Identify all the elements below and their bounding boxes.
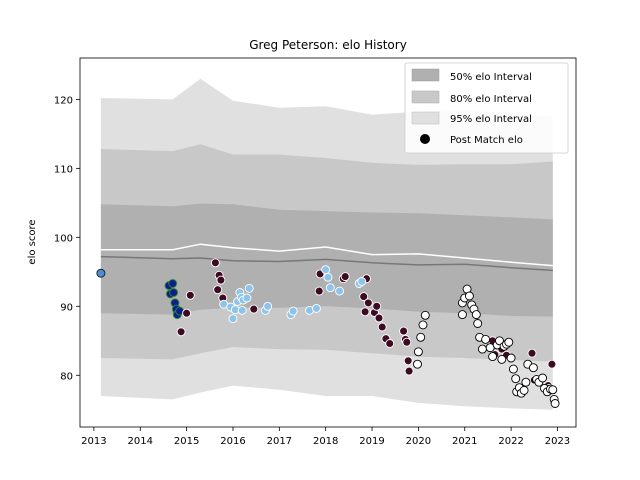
elo-point (527, 348, 537, 358)
elo-point (413, 347, 423, 357)
elo-point (506, 353, 516, 363)
center-lines (100, 243, 553, 272)
elo-point (168, 279, 178, 288)
elo-point (504, 337, 514, 347)
legend-label-post-match: Post Match elo (450, 135, 523, 146)
y-tick-label: 110 (54, 164, 73, 175)
elo-point (477, 344, 487, 354)
elo-point (511, 374, 521, 384)
elo-point (385, 339, 395, 348)
elo-point (508, 364, 518, 374)
y-tick-label: 100 (54, 233, 73, 244)
x-tick-label: 2019 (359, 436, 384, 447)
elo-point (185, 290, 195, 300)
elo-point (418, 320, 428, 330)
y-tick-label: 90 (60, 302, 73, 313)
x-tick-label: 2014 (128, 436, 153, 447)
elo-point (473, 319, 483, 328)
elo-point (213, 285, 223, 295)
elo-point (521, 377, 531, 387)
elo-point (288, 306, 298, 316)
elo-point (249, 304, 259, 314)
elo-point (311, 303, 321, 313)
x-tick-label: 2016 (220, 436, 245, 447)
elo-point (325, 283, 335, 293)
legend-swatch-50 (411, 68, 440, 82)
x-tick-label: 2021 (452, 436, 477, 447)
plot-area (96, 78, 560, 410)
x-tick-label: 2018 (313, 436, 338, 447)
elo-point (377, 322, 387, 332)
elo-point (519, 385, 529, 395)
elo-point (497, 354, 507, 364)
x-tick-label: 2013 (81, 436, 106, 447)
elo-point (228, 314, 238, 324)
elo-point (404, 366, 414, 376)
elo-point (357, 277, 367, 286)
legend-box (404, 62, 569, 154)
elo-point (420, 310, 430, 320)
legend: 50% elo Interval 80% elo Interval 95% el… (404, 62, 569, 154)
legend-marker-post-match (420, 134, 430, 144)
elo-point (244, 283, 254, 293)
x-tick-label: 2020 (406, 436, 431, 447)
legend-label-95: 95% elo Interval (450, 114, 532, 125)
elo-point (363, 298, 373, 308)
elo-point (314, 286, 324, 296)
elo-point (323, 272, 333, 282)
plot-frame (79, 57, 577, 428)
elo-point (242, 293, 252, 303)
x-tick-label: 2015 (174, 436, 199, 447)
y-tick-label: 120 (54, 95, 73, 106)
y-axis-label: elo score (27, 219, 38, 264)
elo-point (528, 363, 538, 373)
elo-point (374, 313, 384, 323)
elo-point (399, 326, 409, 336)
x-tick-label: 2022 (498, 436, 523, 447)
median-line (100, 255, 553, 272)
elo-point (96, 268, 106, 278)
elo-point (372, 301, 382, 311)
elo-point (481, 334, 491, 344)
elo-point (403, 356, 413, 366)
y-tick-label: 80 (60, 371, 73, 382)
elo-point (321, 265, 331, 275)
elo-point (413, 359, 422, 369)
x-tick-label: 2023 (545, 436, 570, 447)
legend-swatch-95 (411, 111, 440, 125)
chart-title: Greg Peterson: elo History (249, 38, 407, 52)
elo-point (402, 337, 412, 347)
elo-point (176, 327, 186, 337)
elo-point (488, 352, 498, 362)
x-axis-ticks: 2013 2014 2015 2016 2017 2018 2019 2020 2021 2022… (81, 427, 570, 447)
data-points (96, 258, 560, 408)
x-tick-label: 2017 (267, 436, 292, 447)
elo-point (340, 272, 350, 282)
elo-point (457, 310, 467, 320)
elo-point (360, 307, 370, 317)
elo-point (335, 286, 345, 296)
elo-point (464, 291, 474, 301)
elo-point (237, 305, 247, 315)
y-axis-ticks: 80 90 100 110 120 (54, 95, 80, 382)
elo-point (263, 301, 273, 311)
elo-point (169, 288, 179, 297)
elo-point (547, 359, 557, 369)
elo-point (416, 332, 426, 342)
elo-point (210, 258, 220, 268)
elo-point (471, 310, 481, 320)
legend-label-80: 80% elo Interval (450, 94, 532, 105)
legend-label-50: 50% elo Interval (450, 72, 532, 83)
elo-point (548, 385, 558, 395)
mean-line (100, 243, 553, 267)
elo-point (359, 292, 369, 302)
elo-point (538, 373, 548, 383)
elo-point (216, 275, 226, 285)
legend-swatch-80 (411, 90, 440, 104)
elo-point (182, 308, 192, 318)
elo-point (550, 399, 560, 408)
